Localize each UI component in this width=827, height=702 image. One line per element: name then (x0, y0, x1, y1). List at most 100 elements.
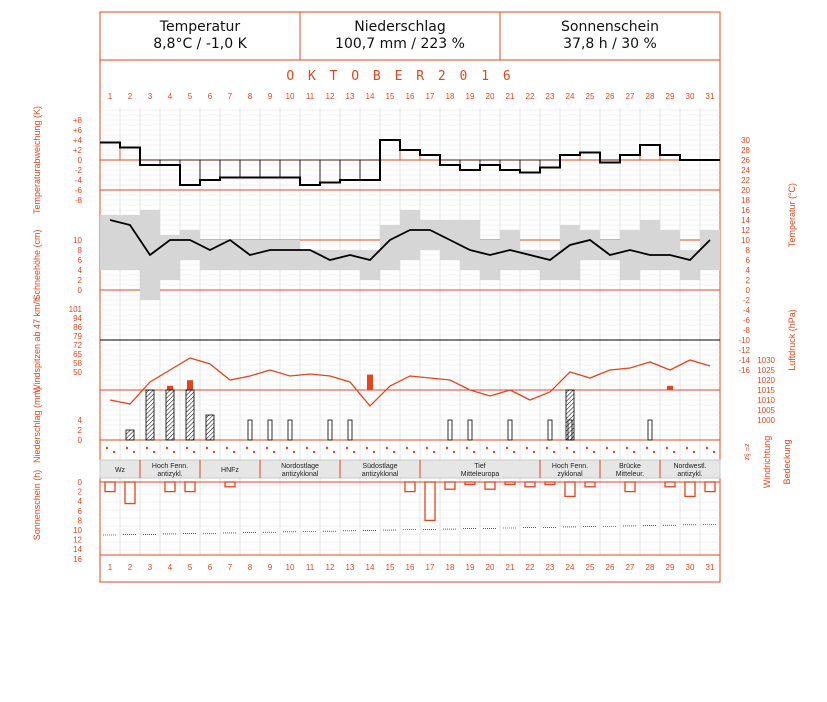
cloud-dot (172, 450, 176, 454)
cloud-dot (552, 450, 556, 454)
day-label-bottom: 20 (486, 563, 495, 572)
temperature-tick: -16 (738, 366, 750, 375)
temp-range-bar (540, 250, 560, 280)
wind-tick: 72 (73, 341, 82, 350)
anomaly-tick: +2 (73, 146, 83, 155)
cloud-dot (352, 450, 356, 454)
sunshine-bar (704, 481, 716, 493)
day-label-top: 1 (108, 92, 113, 101)
wind-dir-dot (405, 446, 409, 450)
temp-range-bar (280, 240, 300, 270)
temp-range-bar (260, 240, 280, 270)
sunshine-bar (184, 481, 196, 493)
anomaly-tick: -2 (75, 166, 83, 175)
temp-range-bar (300, 250, 320, 270)
day-label-bottom: 19 (466, 563, 475, 572)
precip-bar (287, 419, 293, 441)
day-label-top: 19 (466, 92, 475, 101)
precip-bar (647, 419, 653, 441)
temp-range-bar (680, 250, 700, 280)
precip-bar (267, 419, 273, 441)
sunshine-bar (624, 481, 636, 493)
day-label-bottom: 13 (346, 563, 355, 572)
sunshine-tick: 16 (73, 555, 82, 564)
wind-tick: 50 (73, 368, 82, 377)
cloud-dot (612, 450, 616, 454)
temperature-tick: -8 (743, 326, 751, 335)
sunshine-summary: 37,8 h / 30 % (563, 36, 657, 52)
pressure-tick: 1010 (757, 396, 775, 405)
precipitation-summary: 100,7 mm / 223 % (335, 36, 465, 52)
label-wind-direction: Windrichtung (762, 436, 772, 489)
label-sunshine: Sonnenschein (h) (32, 470, 42, 541)
day-label-top: 26 (606, 92, 615, 101)
wind-tick: 79 (73, 332, 82, 341)
wind-dir-dot (245, 446, 249, 450)
day-label-bottom: 12 (326, 563, 335, 572)
pressure-line (109, 357, 711, 407)
cloud-dot (272, 450, 276, 454)
anomaly-tick: +4 (73, 136, 83, 145)
wind-tick: 101 (69, 305, 83, 314)
cloud-dot (592, 450, 596, 454)
sunshine-bar (124, 481, 136, 505)
temp-range-bar (520, 250, 540, 270)
temp-range-bar (220, 240, 240, 270)
day-label-bottom: 3 (148, 563, 153, 572)
temperature-tick: 24 (741, 166, 750, 175)
day-label-top: 25 (586, 92, 595, 101)
label-snow: Schneehöhe (cm) (32, 229, 42, 300)
cloud-dot (132, 450, 136, 454)
cloud-dot (652, 450, 656, 454)
sunshine-tick: 14 (73, 545, 82, 554)
sunshine-tick: 8 (78, 516, 83, 525)
wind-dir-dot (445, 446, 449, 450)
precip-bar (185, 389, 195, 441)
anomaly-tick: -6 (75, 186, 83, 195)
temperature-tick: 0 (746, 286, 751, 295)
weather-type-label: HNFz (221, 467, 239, 474)
precip-tick: 4 (78, 416, 83, 425)
weather-type-label: Wz (115, 467, 126, 474)
wind-dir-dot (125, 446, 129, 450)
wind-dir-dot (485, 446, 489, 450)
chart-frame (99, 59, 721, 583)
day-label-bottom: 15 (386, 563, 395, 572)
weather-type-label: antizyklonal (362, 471, 399, 478)
label-cloud-cover: Bedeckung (782, 439, 792, 484)
day-label-top: 30 (686, 92, 695, 101)
sunshine-bar (444, 481, 456, 490)
pressure-tick: 1030 (757, 356, 775, 365)
weather-type-label: Südostlage (362, 463, 397, 470)
wind-dir-dot (685, 446, 689, 450)
header-precipitation: Niederschlag 100,7 mm / 223 % (300, 12, 500, 60)
temperature-tick: 10 (741, 236, 750, 245)
sunshine-bar (164, 481, 176, 493)
anomaly-tick: -4 (75, 176, 83, 185)
temp-range-bar (380, 225, 400, 270)
temp-range-bar (620, 230, 640, 280)
day-label-bottom: 31 (706, 563, 715, 572)
wind-dir-dot (585, 446, 589, 450)
day-label-top: 10 (286, 92, 295, 101)
wind-gust-bar (167, 385, 173, 390)
precip-bar (125, 429, 135, 441)
anomaly-bar (179, 159, 201, 186)
wind-dir-dot (505, 446, 509, 450)
pressure-tick: 1020 (757, 376, 775, 385)
temp-range-bar (600, 240, 620, 260)
pressure-tick: 1015 (757, 386, 775, 395)
cloud-dot (532, 450, 536, 454)
precip-bar (347, 419, 353, 441)
day-label-top: 17 (426, 92, 435, 101)
day-label-top: 24 (566, 92, 575, 101)
anomaly-bar (579, 152, 601, 161)
header-sunshine: Sonnenschein 37,8 h / 30 % (500, 12, 720, 60)
precip-bar (447, 419, 453, 441)
day-label-top: 16 (406, 92, 415, 101)
day-label-top: 23 (546, 92, 555, 101)
day-label-bottom: 8 (248, 563, 253, 572)
temp-range-bar (460, 220, 480, 270)
day-label-bottom: 5 (188, 563, 193, 572)
